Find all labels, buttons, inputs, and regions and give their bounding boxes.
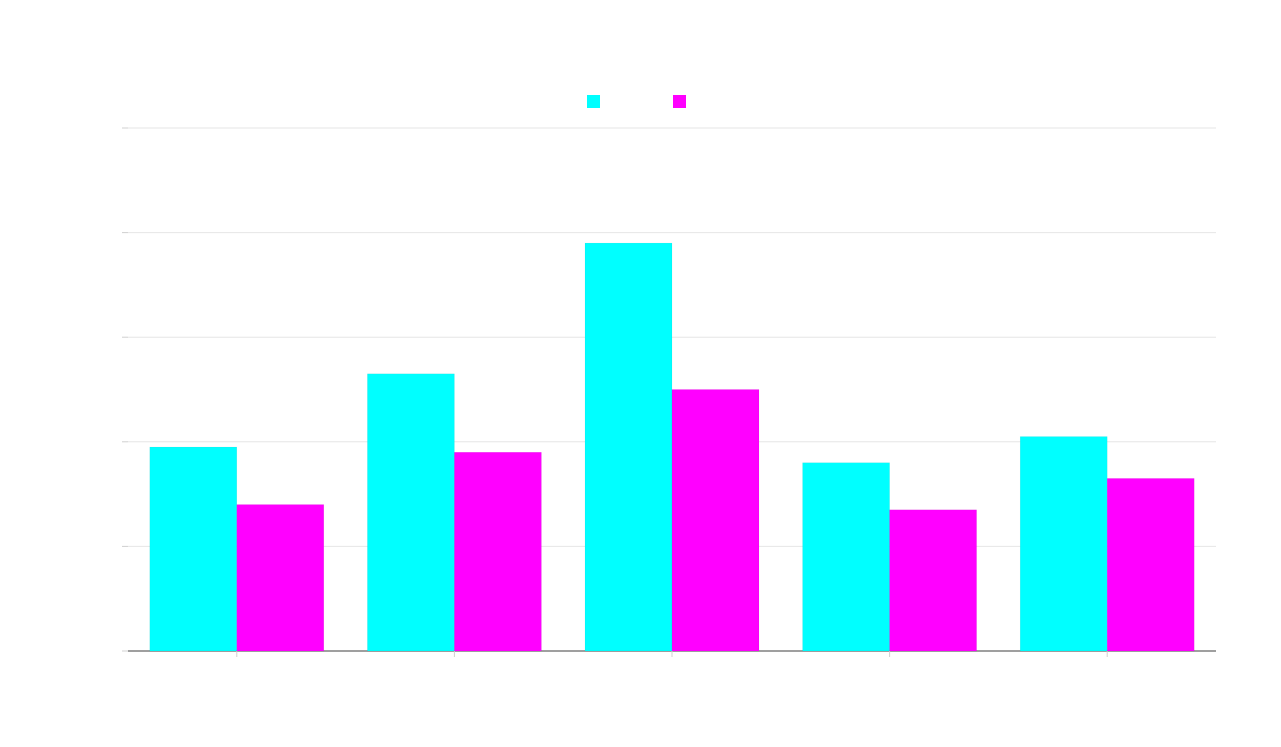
legend-swatch-series-1 [587, 95, 600, 108]
legend [587, 95, 686, 108]
bar-series-2-category-3 [671, 389, 760, 652]
bar-series-1-category-5 [1019, 436, 1108, 652]
bar-series-1-category-2 [367, 373, 455, 652]
bar-series-2-category-1 [236, 504, 325, 652]
legend-swatch-series-2 [673, 95, 686, 108]
bars [149, 242, 1195, 652]
bar-series-2-category-5 [1106, 478, 1195, 652]
bar-series-1-category-4 [802, 462, 890, 652]
bar-series-1-category-1 [149, 446, 238, 652]
bar-series-2-category-4 [889, 509, 977, 652]
bar-series-1-category-3 [584, 242, 673, 652]
bar-series-2-category-2 [454, 452, 542, 652]
